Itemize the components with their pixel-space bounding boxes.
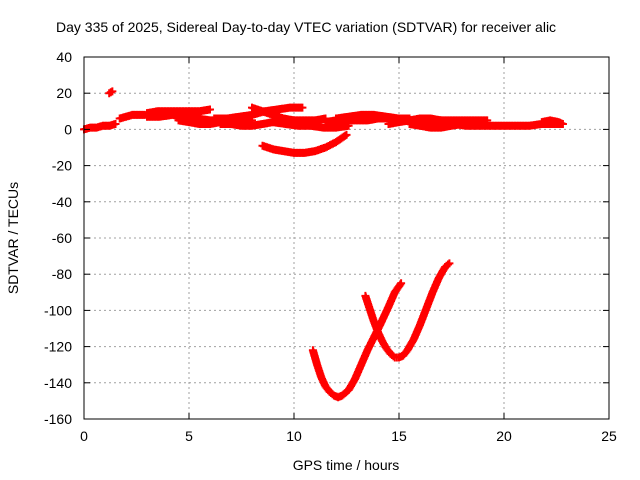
data-point-marker [342, 130, 351, 139]
x-tick-label: 0 [80, 428, 88, 444]
y-tick-label: 0 [64, 121, 72, 137]
y-tick-label: -120 [44, 339, 72, 355]
data-points [80, 87, 567, 402]
y-tick-label: -20 [52, 158, 72, 174]
x-tick-label: 25 [601, 428, 617, 444]
x-tick-labels: 0 5 10 15 20 25 [80, 428, 617, 444]
data-point-marker [206, 105, 214, 114]
y-tick-labels: -160 -140 -120 -100 -80 -60 -40 -20 0 20 40 [44, 49, 72, 427]
y-tick-label: 20 [56, 85, 72, 101]
data-point-marker [298, 103, 307, 112]
y-axis-title: SDTVAR / TECUs [5, 182, 21, 294]
x-tick-label: 20 [496, 428, 512, 444]
y-tick-label: 40 [56, 49, 72, 65]
y-tick-label: -140 [44, 375, 72, 391]
data-point-marker [444, 260, 452, 269]
y-tick-label: -100 [44, 302, 72, 318]
x-tick-label: 5 [185, 428, 193, 444]
data-point-marker [111, 119, 120, 128]
x-tick-label: 15 [391, 428, 407, 444]
y-tick-label: -80 [52, 266, 72, 282]
y-tick-label: -40 [52, 194, 72, 210]
x-axis-title: GPS time / hours [293, 457, 400, 473]
y-tick-label: -160 [44, 411, 72, 427]
x-tick-label: 10 [286, 428, 302, 444]
data-point-marker [445, 259, 454, 268]
chart-title: Day 335 of 2025, Sidereal Day-to-day VTE… [56, 19, 556, 35]
data-point-marker [558, 119, 567, 128]
axis-ticks [83, 56, 610, 420]
y-tick-label: -60 [52, 230, 72, 246]
data-point-marker [108, 87, 117, 96]
data-point-marker [397, 279, 406, 288]
